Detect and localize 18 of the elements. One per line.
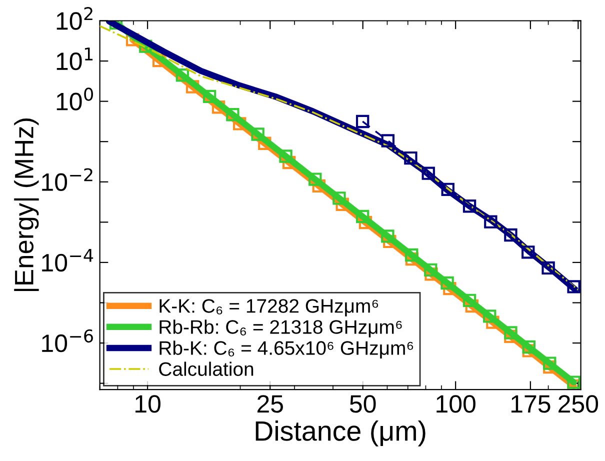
y-tick-label: 10$^{1}$ — [56, 48, 93, 70]
y-tick-label: 10$^{−2}$ — [42, 168, 92, 191]
legend-label: K-K: C₆ = 17282 GHzμm⁶ — [160, 299, 378, 316]
x-axis-title: Distance (μm) — [256, 420, 426, 446]
legend-label: Calculation — [159, 362, 254, 376]
y-axis-title: |Energy| (MHz) — [14, 118, 39, 292]
legend-label: Rb-K: C₆ = 4.65x10⁶ GHzμm⁶ — [160, 340, 414, 358]
x-tick-label: 10 — [136, 395, 160, 413]
y-tick-label: 10$^{−4}$ — [42, 249, 94, 272]
y-tick-label: 10$^{2}$ — [56, 7, 92, 30]
x-tick-label: 100 — [436, 395, 476, 413]
y-tick-label: 10$^{−6}$ — [42, 329, 93, 352]
y-tick-label: 10$^{0}$ — [56, 88, 93, 110]
x-tick-label: 175 — [511, 395, 550, 413]
x-tick-label: 250 — [558, 395, 598, 413]
x-tick-label: 25 — [257, 395, 283, 413]
x-tick-label: 50 — [350, 395, 376, 413]
legend-label: Rb-Rb: C₆ = 21318 GHzμm⁶ — [160, 320, 402, 338]
